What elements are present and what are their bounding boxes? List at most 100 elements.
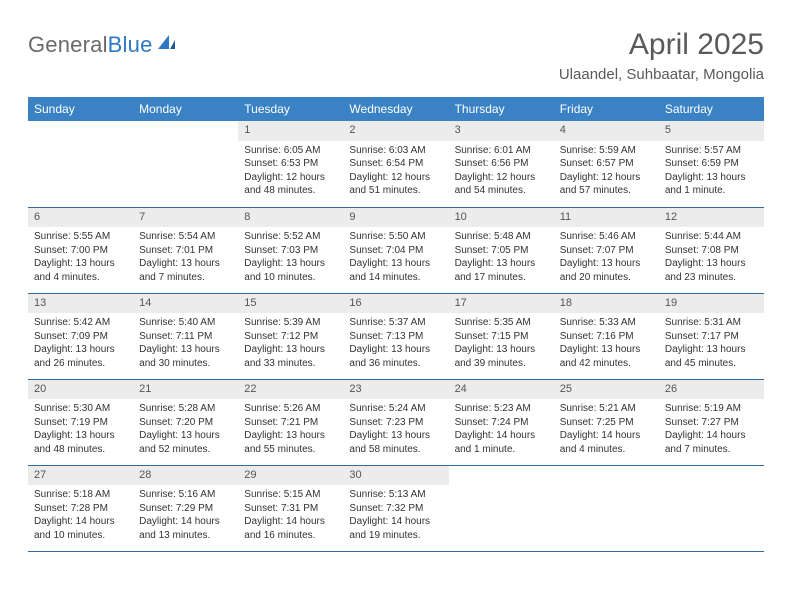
day-line-day1: Daylight: 13 hours bbox=[560, 257, 653, 271]
day-line-sunrise: Sunrise: 5:21 AM bbox=[560, 402, 653, 416]
day-line-day2: and 54 minutes. bbox=[455, 184, 548, 198]
day-line-sunrise: Sunrise: 5:16 AM bbox=[139, 488, 232, 502]
day-line-sunrise: Sunrise: 5:57 AM bbox=[665, 144, 758, 158]
calendar-cell-empty bbox=[659, 465, 764, 551]
calendar-cell: 8Sunrise: 5:52 AMSunset: 7:03 PMDaylight… bbox=[238, 207, 343, 293]
calendar-cell-empty bbox=[554, 465, 659, 551]
calendar-cell: 11Sunrise: 5:46 AMSunset: 7:07 PMDayligh… bbox=[554, 207, 659, 293]
calendar-cell: 22Sunrise: 5:26 AMSunset: 7:21 PMDayligh… bbox=[238, 379, 343, 465]
day-line-sunset: Sunset: 7:03 PM bbox=[244, 244, 337, 258]
day-line-day1: Daylight: 12 hours bbox=[244, 171, 337, 185]
day-body: Sunrise: 5:55 AMSunset: 7:00 PMDaylight:… bbox=[28, 227, 133, 288]
day-line-day1: Daylight: 13 hours bbox=[560, 343, 653, 357]
calendar-cell-empty bbox=[28, 121, 133, 207]
day-line-day1: Daylight: 13 hours bbox=[455, 343, 548, 357]
day-number: 15 bbox=[238, 294, 343, 314]
day-line-sunset: Sunset: 6:53 PM bbox=[244, 157, 337, 171]
day-line-sunrise: Sunrise: 5:50 AM bbox=[349, 230, 442, 244]
header: GeneralBlue April 2025 Ulaandel, Suhbaat… bbox=[28, 28, 764, 83]
day-line-sunset: Sunset: 7:09 PM bbox=[34, 330, 127, 344]
day-number: 27 bbox=[28, 466, 133, 486]
day-line-sunset: Sunset: 7:19 PM bbox=[34, 416, 127, 430]
calendar-cell: 18Sunrise: 5:33 AMSunset: 7:16 PMDayligh… bbox=[554, 293, 659, 379]
day-line-day2: and 51 minutes. bbox=[349, 184, 442, 198]
calendar-table: SundayMondayTuesdayWednesdayThursdayFrid… bbox=[28, 97, 764, 552]
day-line-day1: Daylight: 13 hours bbox=[34, 257, 127, 271]
day-line-day1: Daylight: 13 hours bbox=[665, 257, 758, 271]
day-number: 3 bbox=[449, 121, 554, 141]
calendar-cell: 15Sunrise: 5:39 AMSunset: 7:12 PMDayligh… bbox=[238, 293, 343, 379]
day-body: Sunrise: 5:42 AMSunset: 7:09 PMDaylight:… bbox=[28, 313, 133, 374]
day-line-day2: and 42 minutes. bbox=[560, 357, 653, 371]
day-line-sunset: Sunset: 7:16 PM bbox=[560, 330, 653, 344]
day-line-sunrise: Sunrise: 5:33 AM bbox=[560, 316, 653, 330]
day-line-sunset: Sunset: 7:27 PM bbox=[665, 416, 758, 430]
day-body: Sunrise: 5:16 AMSunset: 7:29 PMDaylight:… bbox=[133, 485, 238, 546]
day-line-day2: and 48 minutes. bbox=[34, 443, 127, 457]
day-body: Sunrise: 5:33 AMSunset: 7:16 PMDaylight:… bbox=[554, 313, 659, 374]
day-body: Sunrise: 5:21 AMSunset: 7:25 PMDaylight:… bbox=[554, 399, 659, 460]
day-line-sunset: Sunset: 7:00 PM bbox=[34, 244, 127, 258]
calendar-row: 20Sunrise: 5:30 AMSunset: 7:19 PMDayligh… bbox=[28, 379, 764, 465]
day-line-sunset: Sunset: 7:28 PM bbox=[34, 502, 127, 516]
day-line-day2: and 10 minutes. bbox=[244, 271, 337, 285]
day-line-sunrise: Sunrise: 5:19 AM bbox=[665, 402, 758, 416]
day-line-day2: and 48 minutes. bbox=[244, 184, 337, 198]
day-line-day1: Daylight: 13 hours bbox=[34, 343, 127, 357]
day-body: Sunrise: 5:39 AMSunset: 7:12 PMDaylight:… bbox=[238, 313, 343, 374]
day-line-sunrise: Sunrise: 5:18 AM bbox=[34, 488, 127, 502]
day-line-sunrise: Sunrise: 6:03 AM bbox=[349, 144, 442, 158]
day-number: 1 bbox=[238, 121, 343, 141]
day-line-sunset: Sunset: 7:08 PM bbox=[665, 244, 758, 258]
day-line-day2: and 26 minutes. bbox=[34, 357, 127, 371]
day-line-sunrise: Sunrise: 5:15 AM bbox=[244, 488, 337, 502]
day-line-sunset: Sunset: 7:01 PM bbox=[139, 244, 232, 258]
calendar-cell: 12Sunrise: 5:44 AMSunset: 7:08 PMDayligh… bbox=[659, 207, 764, 293]
calendar-cell: 5Sunrise: 5:57 AMSunset: 6:59 PMDaylight… bbox=[659, 121, 764, 207]
day-line-day2: and 16 minutes. bbox=[244, 529, 337, 543]
day-line-sunset: Sunset: 7:15 PM bbox=[455, 330, 548, 344]
day-line-sunrise: Sunrise: 5:26 AM bbox=[244, 402, 337, 416]
day-header: Thursday bbox=[449, 97, 554, 121]
calendar-cell: 28Sunrise: 5:16 AMSunset: 7:29 PMDayligh… bbox=[133, 465, 238, 551]
calendar-cell: 27Sunrise: 5:18 AMSunset: 7:28 PMDayligh… bbox=[28, 465, 133, 551]
day-number: 24 bbox=[449, 380, 554, 400]
calendar-cell: 2Sunrise: 6:03 AMSunset: 6:54 PMDaylight… bbox=[343, 121, 448, 207]
day-line-day1: Daylight: 13 hours bbox=[349, 343, 442, 357]
day-number: 19 bbox=[659, 294, 764, 314]
day-line-day1: Daylight: 14 hours bbox=[34, 515, 127, 529]
day-line-sunset: Sunset: 7:23 PM bbox=[349, 416, 442, 430]
day-line-sunrise: Sunrise: 6:01 AM bbox=[455, 144, 548, 158]
day-line-sunrise: Sunrise: 5:40 AM bbox=[139, 316, 232, 330]
day-header: Wednesday bbox=[343, 97, 448, 121]
day-body: Sunrise: 5:19 AMSunset: 7:27 PMDaylight:… bbox=[659, 399, 764, 460]
calendar-row: 13Sunrise: 5:42 AMSunset: 7:09 PMDayligh… bbox=[28, 293, 764, 379]
day-line-sunrise: Sunrise: 5:31 AM bbox=[665, 316, 758, 330]
day-line-day1: Daylight: 13 hours bbox=[665, 171, 758, 185]
logo-part2: Blue bbox=[108, 32, 153, 57]
day-number: 8 bbox=[238, 208, 343, 228]
day-line-day2: and 13 minutes. bbox=[139, 529, 232, 543]
day-number: 16 bbox=[343, 294, 448, 314]
day-number: 21 bbox=[133, 380, 238, 400]
day-line-day1: Daylight: 14 hours bbox=[349, 515, 442, 529]
day-body: Sunrise: 5:50 AMSunset: 7:04 PMDaylight:… bbox=[343, 227, 448, 288]
calendar-cell: 21Sunrise: 5:28 AMSunset: 7:20 PMDayligh… bbox=[133, 379, 238, 465]
day-line-sunset: Sunset: 7:05 PM bbox=[455, 244, 548, 258]
day-line-sunset: Sunset: 7:07 PM bbox=[560, 244, 653, 258]
day-line-day2: and 1 minute. bbox=[455, 443, 548, 457]
day-line-sunset: Sunset: 7:17 PM bbox=[665, 330, 758, 344]
day-body: Sunrise: 5:18 AMSunset: 7:28 PMDaylight:… bbox=[28, 485, 133, 546]
day-line-day1: Daylight: 14 hours bbox=[560, 429, 653, 443]
calendar-cell: 16Sunrise: 5:37 AMSunset: 7:13 PMDayligh… bbox=[343, 293, 448, 379]
day-line-day1: Daylight: 12 hours bbox=[455, 171, 548, 185]
day-line-day1: Daylight: 14 hours bbox=[139, 515, 232, 529]
calendar-cell: 26Sunrise: 5:19 AMSunset: 7:27 PMDayligh… bbox=[659, 379, 764, 465]
day-line-day2: and 36 minutes. bbox=[349, 357, 442, 371]
day-number: 4 bbox=[554, 121, 659, 141]
day-line-day2: and 23 minutes. bbox=[665, 271, 758, 285]
day-number: 11 bbox=[554, 208, 659, 228]
day-line-day2: and 14 minutes. bbox=[349, 271, 442, 285]
day-line-day2: and 20 minutes. bbox=[560, 271, 653, 285]
calendar-cell: 24Sunrise: 5:23 AMSunset: 7:24 PMDayligh… bbox=[449, 379, 554, 465]
